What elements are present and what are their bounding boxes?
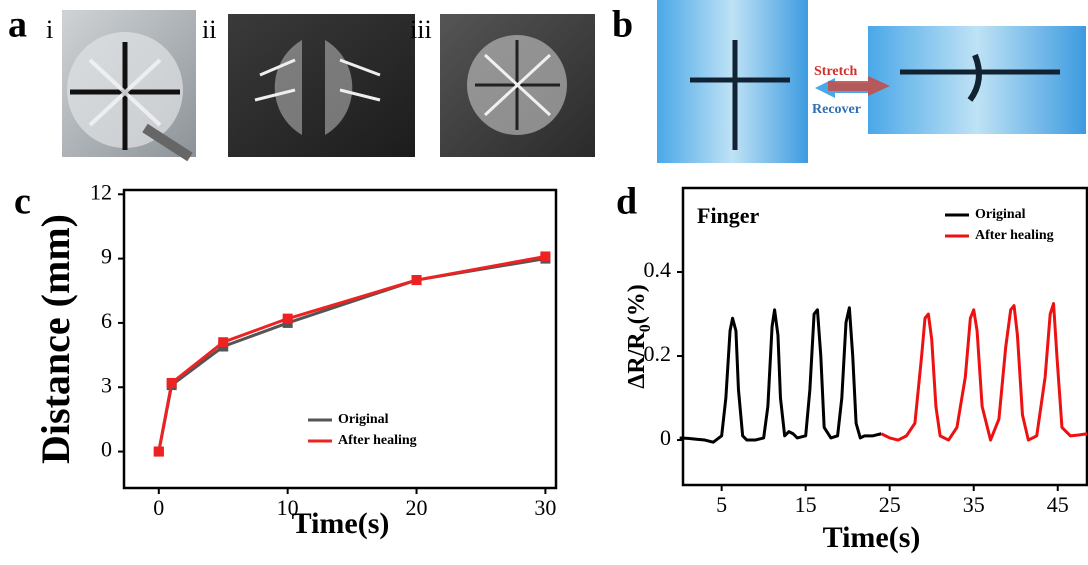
legend-label: Original <box>338 412 389 427</box>
y-tick-label: 6 <box>101 308 112 333</box>
panel-label: c <box>14 181 31 223</box>
photo-b-right <box>868 26 1086 134</box>
chart-title: Finger <box>697 203 760 228</box>
arrows <box>815 76 890 98</box>
y-axis-title-part: 0 <box>637 324 654 332</box>
photo-label: iii <box>410 15 432 44</box>
y-tick-label: 0.2 <box>644 341 672 366</box>
arrow-label: Stretch <box>814 64 857 79</box>
x-tick-label: 10 <box>277 495 299 520</box>
photo-ii <box>228 14 415 157</box>
x-tick-label: 35 <box>963 492 985 517</box>
y-tick-label: 0 <box>101 437 112 462</box>
photo-iii <box>440 14 595 157</box>
marker <box>153 446 164 457</box>
series-line <box>679 306 882 444</box>
x-tick-label: 45 <box>1047 492 1069 517</box>
y-axis-title-part: ΔR/R <box>624 332 650 389</box>
x-tick-label: 30 <box>534 495 556 520</box>
series-line <box>157 254 546 452</box>
marker <box>166 377 177 388</box>
y-tick-label: 0.4 <box>644 257 672 282</box>
y-tick-label: 0 <box>660 425 671 450</box>
x-tick-label: 25 <box>879 492 901 517</box>
x-axis-title: Time(s) <box>823 521 921 554</box>
y-tick-label: 9 <box>101 244 112 269</box>
marker <box>282 313 293 324</box>
y-axis-title: Distance (mm) <box>33 214 78 464</box>
x-tick-label: 0 <box>153 495 164 520</box>
x-tick-label: 5 <box>716 492 727 517</box>
photo-b-left <box>657 0 808 163</box>
marker <box>540 251 551 262</box>
panel-label: d <box>616 181 637 223</box>
series-line <box>880 302 1088 442</box>
plot-frame <box>681 186 1088 487</box>
y-tick-label: 12 <box>90 179 112 204</box>
y-tick-label: 3 <box>101 372 112 397</box>
photo-label: ii <box>202 15 216 44</box>
x-tick-label: 15 <box>795 492 817 517</box>
legend-label: After healing <box>975 228 1054 243</box>
photo-label: i <box>46 15 53 44</box>
y-axis-title-part: (%) <box>624 284 650 324</box>
x-tick-label: 20 <box>406 495 428 520</box>
marker <box>411 275 422 286</box>
y-axis-title: ΔR/R0(%) <box>624 284 655 388</box>
marker <box>218 337 229 348</box>
legend-label: After healing <box>338 433 417 448</box>
x-axis-title: Time(s) <box>292 507 390 540</box>
plot-frame <box>122 188 558 490</box>
legend-label: Original <box>975 207 1026 222</box>
arrow-label: Recover <box>812 102 861 117</box>
panel-label: b <box>612 4 633 46</box>
photo-i <box>62 10 196 162</box>
panel-label: a <box>8 4 27 46</box>
